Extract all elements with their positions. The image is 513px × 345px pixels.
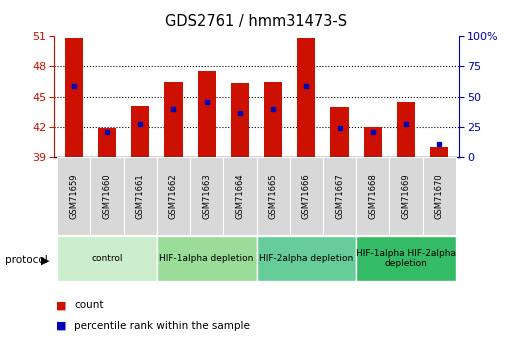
Bar bbox=[124, 157, 157, 235]
Text: GDS2761 / hmm31473-S: GDS2761 / hmm31473-S bbox=[165, 14, 348, 29]
Bar bbox=[389, 157, 423, 235]
Text: GSM71666: GSM71666 bbox=[302, 173, 311, 219]
Text: HIF-1alpha depletion: HIF-1alpha depletion bbox=[160, 254, 254, 263]
Bar bbox=[65, 38, 83, 157]
Text: percentile rank within the sample: percentile rank within the sample bbox=[74, 321, 250, 331]
Bar bbox=[256, 157, 290, 235]
Bar bbox=[330, 107, 349, 157]
Bar bbox=[356, 157, 389, 235]
Text: ▶: ▶ bbox=[41, 256, 49, 265]
Bar bbox=[57, 157, 90, 235]
Bar bbox=[323, 157, 356, 235]
Text: GSM71665: GSM71665 bbox=[269, 173, 278, 219]
Bar bbox=[297, 38, 315, 157]
Bar bbox=[90, 157, 124, 235]
Text: ■: ■ bbox=[56, 300, 67, 310]
Text: GSM71670: GSM71670 bbox=[435, 173, 444, 219]
Bar bbox=[364, 127, 382, 157]
Text: protocol: protocol bbox=[5, 256, 48, 265]
Bar bbox=[423, 157, 456, 235]
Text: GSM71667: GSM71667 bbox=[335, 173, 344, 219]
Bar bbox=[397, 102, 415, 157]
Text: GSM71659: GSM71659 bbox=[69, 173, 78, 218]
Text: GSM71669: GSM71669 bbox=[402, 173, 410, 219]
Text: HIF-1alpha HIF-2alpha
depletion: HIF-1alpha HIF-2alpha depletion bbox=[356, 249, 456, 268]
Bar bbox=[157, 157, 190, 235]
Bar bbox=[430, 147, 448, 157]
Text: control: control bbox=[91, 254, 123, 263]
Text: GSM71662: GSM71662 bbox=[169, 173, 178, 219]
Text: GSM71668: GSM71668 bbox=[368, 173, 377, 219]
Bar bbox=[98, 128, 116, 157]
Bar bbox=[356, 236, 456, 281]
Text: ■: ■ bbox=[56, 321, 67, 331]
Bar bbox=[190, 157, 223, 235]
Text: GSM71660: GSM71660 bbox=[103, 173, 111, 219]
Text: GSM71663: GSM71663 bbox=[202, 173, 211, 219]
Text: HIF-2alpha depletion: HIF-2alpha depletion bbox=[259, 254, 353, 263]
Bar bbox=[157, 236, 256, 281]
Bar bbox=[131, 106, 149, 157]
Bar bbox=[231, 83, 249, 157]
Text: GSM71664: GSM71664 bbox=[235, 173, 244, 219]
Bar bbox=[57, 236, 157, 281]
Bar bbox=[290, 157, 323, 235]
Bar bbox=[256, 236, 356, 281]
Text: GSM71661: GSM71661 bbox=[136, 173, 145, 219]
Bar bbox=[198, 71, 216, 157]
Bar bbox=[264, 81, 282, 157]
Bar bbox=[223, 157, 256, 235]
Bar bbox=[164, 81, 183, 157]
Text: count: count bbox=[74, 300, 104, 310]
